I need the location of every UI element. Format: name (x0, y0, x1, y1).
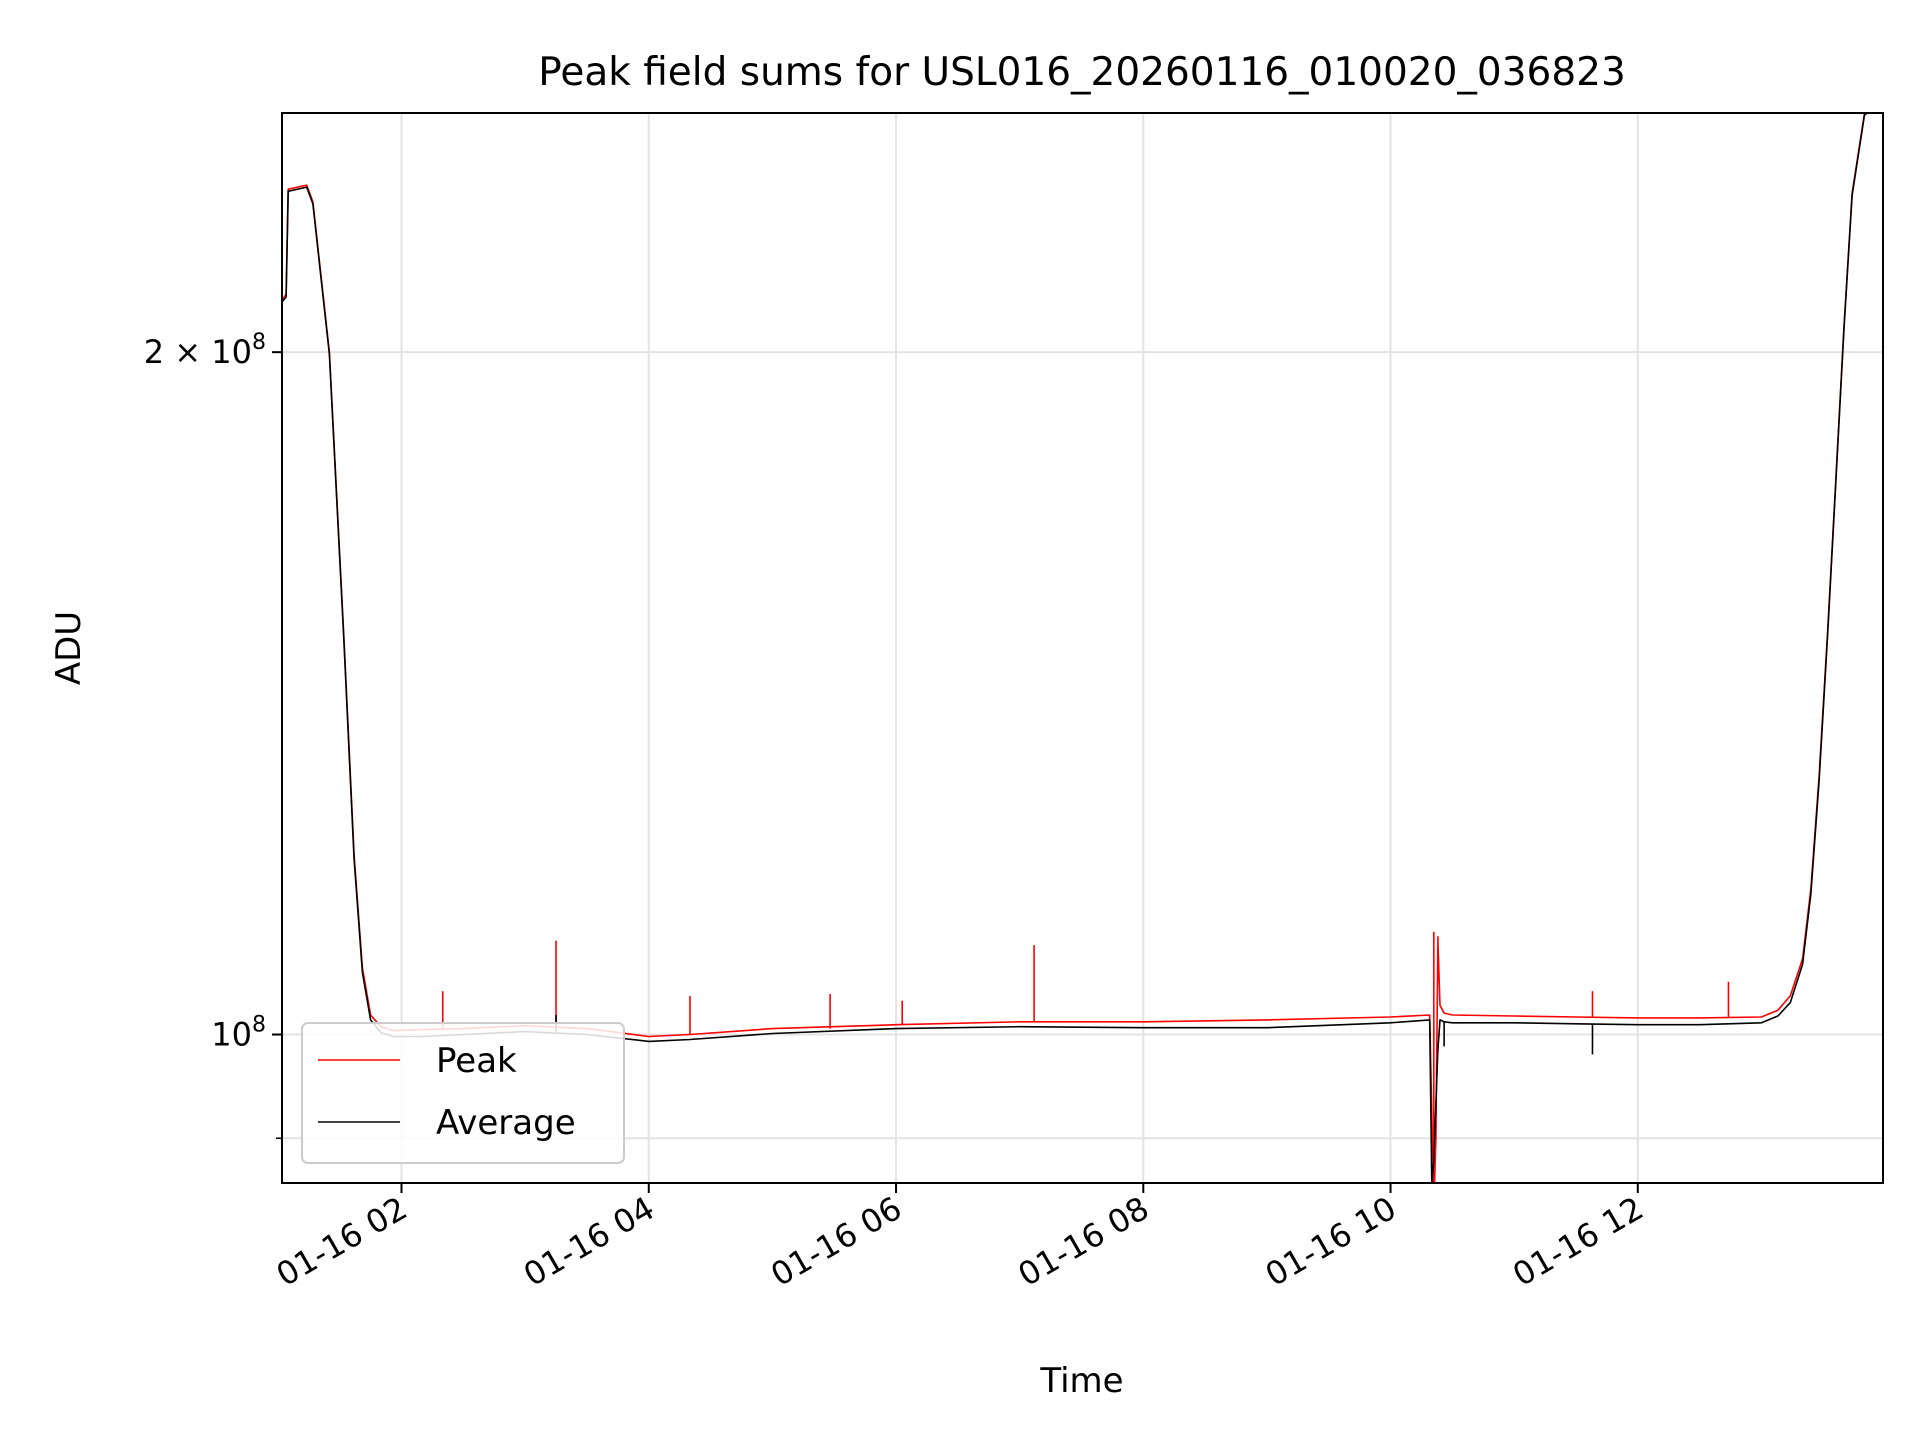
x-tick-label: 01-16 02 (270, 1189, 414, 1294)
x-tick-label: 01-16 04 (517, 1189, 661, 1294)
series-layer (282, 113, 1870, 1183)
legend: Peak Average (301, 1022, 625, 1164)
chart-title: Peak field sums for USL016_20260116_0100… (538, 50, 1626, 95)
legend-label-peak: Peak (436, 1041, 517, 1081)
legend-label-average: Average (436, 1103, 576, 1143)
y-axis-title: ADU (49, 611, 89, 685)
grid-layer (282, 113, 1883, 1183)
x-axis-title: Time (1039, 1361, 1123, 1401)
legend-box (301, 1022, 625, 1164)
x-tick-label: 01-16 12 (1506, 1189, 1650, 1294)
x-tick-label: 01-16 08 (1012, 1189, 1156, 1294)
plot-area-frame (281, 112, 1884, 1184)
x-tick-label: 01-16 06 (764, 1189, 908, 1294)
y-tick-label: 108 (211, 1013, 266, 1054)
series-line-average (282, 113, 1870, 1183)
y-tick-label: 2 × 108 (144, 330, 266, 371)
x-tick-label: 01-16 10 (1259, 1189, 1403, 1294)
